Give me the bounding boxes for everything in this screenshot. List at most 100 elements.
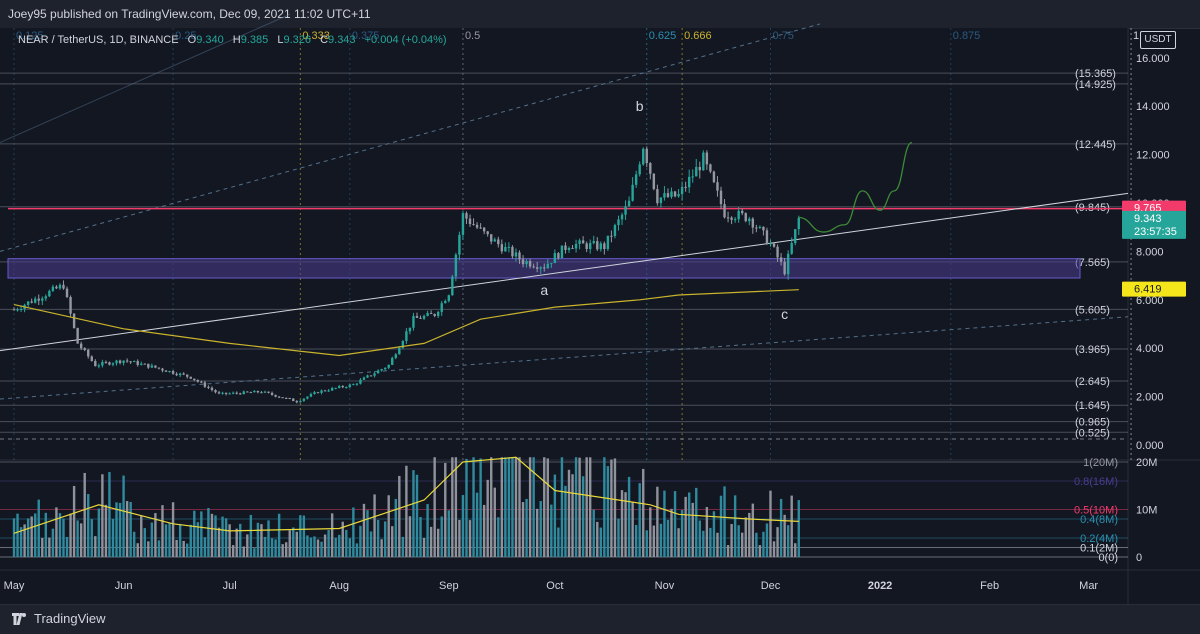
brand-label: TradingView [34,611,106,626]
candle-body [362,377,366,380]
candle-body [136,361,139,365]
candle-body [76,327,79,344]
candle-body [398,347,401,355]
price-chart[interactable]: 0.125 0.25 0.333 0.375 0.5 0.625 0.666 0.75 0.87… [0,0,1200,604]
candle-body [599,243,603,250]
candle-body [200,381,203,383]
candle-body [341,386,344,388]
volume-bar [458,520,461,557]
fib-time-label: 0.75 [772,30,793,42]
volume-bar [292,527,295,557]
candle-body [592,241,595,244]
moving-average-line [13,289,799,357]
candle-body [235,392,238,394]
volume-bar [210,513,214,557]
volume-bar [129,501,132,557]
candle-body [327,390,330,392]
volume-bar [564,485,567,557]
candle-body [164,370,168,372]
volume-bar [44,512,48,557]
volume-bar [136,543,139,557]
volume-bar [23,524,26,557]
candle-body [299,400,302,403]
volume-bar [101,474,104,557]
candle-body [122,360,125,363]
candle-body [383,367,387,370]
volume-bar [203,537,207,557]
volume-bar [323,534,327,557]
volume-bar [394,498,397,557]
candle-body [267,391,270,393]
volume-bar [168,523,171,557]
volume-bar [214,515,217,557]
candle-body [302,398,306,401]
volume-fib-label: 0(0) [1098,552,1118,564]
candle-body [157,367,161,369]
symbol-name[interactable]: NEAR / TetherUS, 1D, BINANCE [18,34,179,46]
candle-body [627,200,631,207]
time-tick-label: 2022 [868,580,892,592]
fib-level-label: (3.965) [1075,344,1110,356]
fib-level-label: (0.525) [1075,427,1110,439]
candle-body [479,227,482,229]
candle-body [762,226,765,231]
volume-bar [295,531,298,557]
candle-body [115,360,118,364]
candle-body [161,368,164,371]
volume-bar [578,457,581,557]
volume-bar [748,512,751,557]
candle-body [79,343,83,349]
candle-body [514,252,518,257]
volume-bar [624,492,627,557]
candle-body [677,194,680,197]
candle-body [465,213,468,219]
candle-body [260,392,263,394]
volume-bar [687,492,691,557]
volume-bar [228,524,231,557]
candle-body [758,226,762,228]
candle-body [535,267,539,269]
volume-bar [338,534,341,557]
candle-body [511,246,514,257]
candle-body [189,376,192,379]
candle-body [147,363,150,368]
volume-bar [737,525,740,557]
fib-time-label: 0.875 [953,30,981,42]
volume-bar [415,474,419,557]
candle-body [104,362,108,364]
volume-bar [642,468,645,557]
candle-body [154,365,157,368]
candle-body [468,218,472,225]
candle-body [543,267,546,269]
volume-bar [613,458,617,557]
fib-level-label: (0.965) [1075,417,1110,429]
candle-body [376,370,380,374]
candle-body [203,382,207,387]
volume-bar [189,524,192,557]
volume-bar [634,524,638,557]
symbol-legend: NEAR / TetherUS, 1D, BINANCE O9.340 H9.3… [18,34,447,46]
volume-bar [479,458,482,557]
fib-time-label: 0.5 [465,30,480,42]
volume-bar [12,518,16,557]
fib-level-label: (7.565) [1075,257,1110,269]
candle-body [118,360,122,363]
tradingview-brand[interactable]: TradingView [12,611,106,626]
candle-body [419,317,422,319]
volume-bar [465,458,468,557]
candle-body [380,369,383,371]
candle-body [518,252,521,260]
currency-button[interactable]: USDT [1140,31,1176,49]
candle-body [737,210,740,220]
candle-body [642,148,645,165]
candle-body [97,365,101,367]
volume-bar [341,521,344,557]
candle-body [306,396,309,399]
volume-bar [472,457,475,557]
ma-badge-bg [1122,281,1186,297]
volume-bar [546,458,549,557]
time-tick-label: Nov [655,580,675,592]
candle-body [656,189,659,204]
volume-fib-label: 0.1(2M) [1080,543,1118,555]
time-tick-label: Dec [761,580,781,592]
